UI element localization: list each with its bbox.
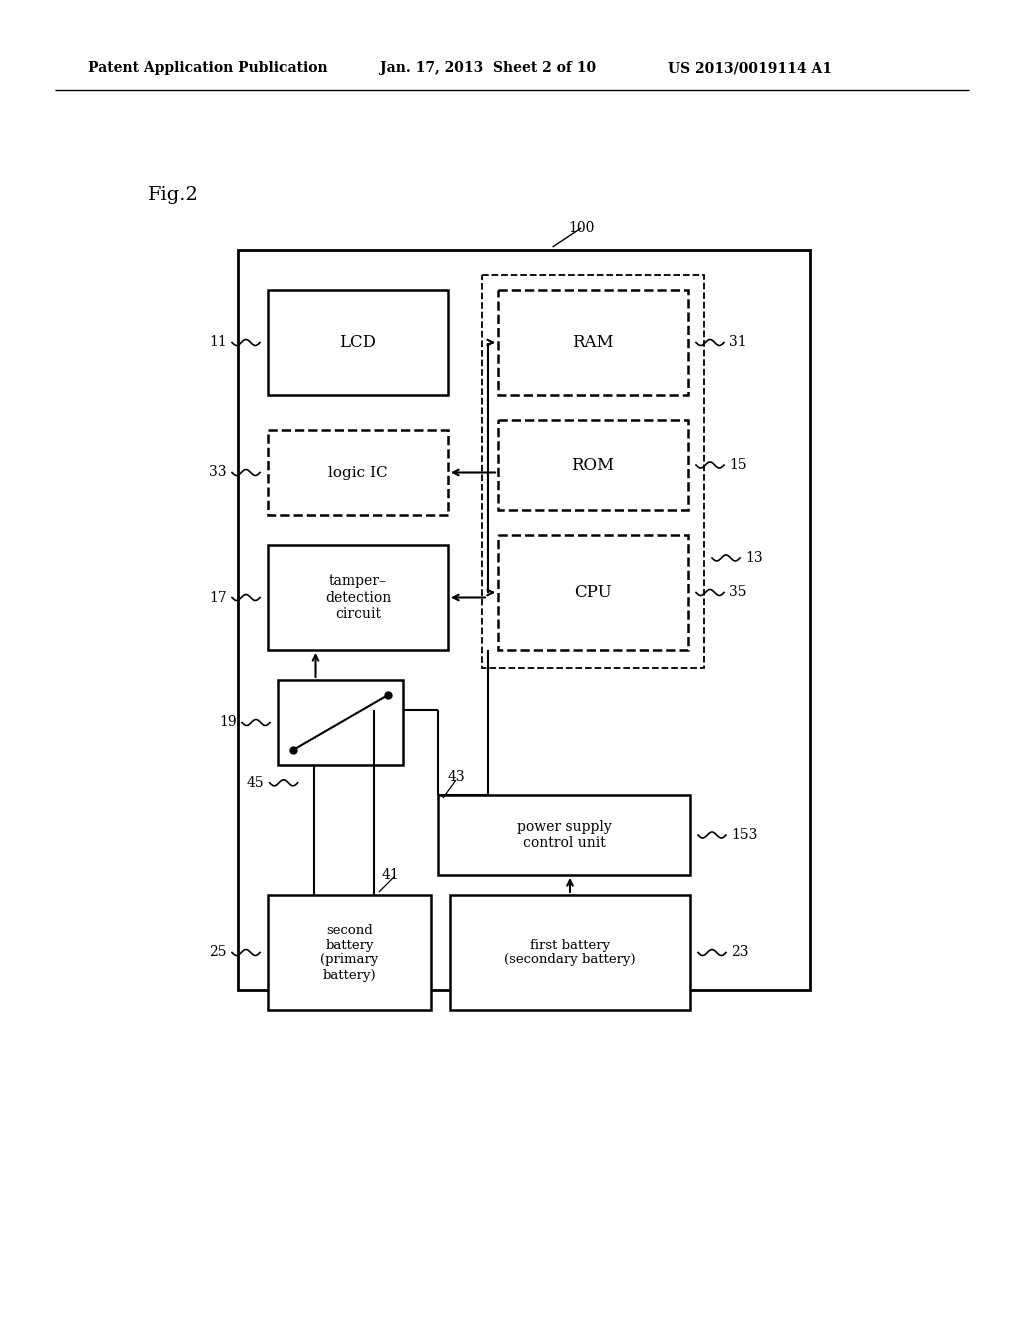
Text: 41: 41 (382, 869, 399, 882)
Text: 153: 153 (731, 828, 758, 842)
Bar (268, 290, 449, 395)
Bar (450, 895, 690, 1010)
Text: 100: 100 (568, 220, 594, 235)
Text: 31: 31 (729, 335, 746, 350)
Text: first battery
(secondary battery): first battery (secondary battery) (504, 939, 636, 966)
Bar (482, 275, 705, 668)
Bar (268, 430, 449, 515)
Text: US 2013/0019114 A1: US 2013/0019114 A1 (668, 61, 831, 75)
Bar (278, 680, 403, 766)
Text: 15: 15 (729, 458, 746, 473)
Text: 45: 45 (247, 776, 264, 789)
Bar (268, 545, 449, 649)
Text: 23: 23 (731, 945, 749, 960)
Bar (268, 895, 431, 1010)
Text: LCD: LCD (340, 334, 377, 351)
Text: 35: 35 (729, 586, 746, 599)
Bar (238, 249, 810, 990)
Bar (498, 420, 688, 510)
Text: tamper–
detection
circuit: tamper– detection circuit (325, 574, 391, 620)
Text: CPU: CPU (574, 583, 611, 601)
Text: Patent Application Publication: Patent Application Publication (88, 61, 328, 75)
Text: 13: 13 (745, 550, 763, 565)
Text: Fig.2: Fig.2 (148, 186, 199, 205)
Text: RAM: RAM (572, 334, 613, 351)
Text: 43: 43 (449, 770, 466, 784)
Bar (498, 290, 688, 395)
Text: second
battery
(primary
battery): second battery (primary battery) (321, 924, 379, 982)
Text: 11: 11 (209, 335, 227, 350)
Text: power supply
control unit: power supply control unit (517, 820, 611, 850)
Bar (498, 535, 688, 649)
Text: Jan. 17, 2013  Sheet 2 of 10: Jan. 17, 2013 Sheet 2 of 10 (380, 61, 596, 75)
Text: 17: 17 (209, 590, 227, 605)
Text: ROM: ROM (571, 457, 614, 474)
Text: 33: 33 (210, 466, 227, 479)
Text: logic IC: logic IC (328, 466, 388, 479)
Bar (438, 795, 690, 875)
Text: 19: 19 (219, 715, 237, 730)
Text: 25: 25 (210, 945, 227, 960)
